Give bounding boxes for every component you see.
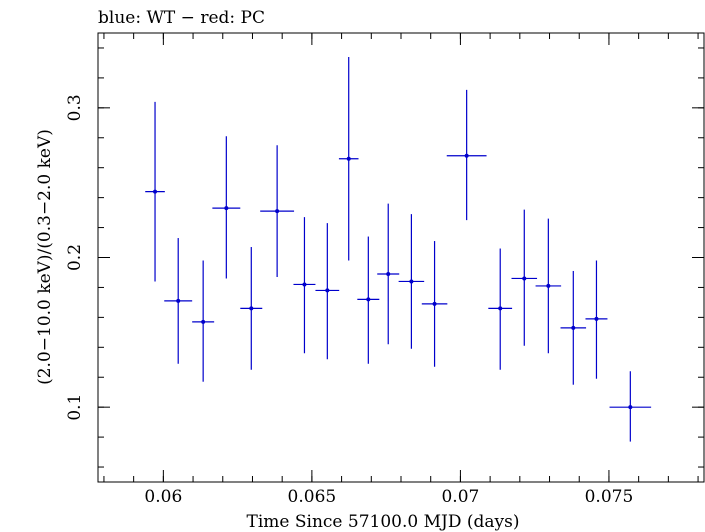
data-marker [522,276,527,281]
chart-title: blue: WT − red: PC [98,8,265,28]
data-point [421,241,448,367]
data-marker [366,297,371,302]
axis-ticks [98,33,704,482]
x-axis-label: Time Since 57100.0 MJD (days) [247,512,520,532]
data-points [145,56,652,442]
data-marker [628,405,633,410]
data-point [535,218,562,354]
x-tick-label: 0.06 [144,487,182,507]
data-marker [224,206,229,211]
data-point [192,260,215,382]
data-point [398,214,425,349]
data-point [488,248,513,370]
data-point [338,56,359,261]
x-tick-label: 0.075 [585,487,634,507]
data-marker [432,301,437,306]
data-marker [498,306,503,311]
data-point [357,236,380,364]
data-point [293,217,316,354]
data-point [377,203,400,345]
y-tick-label: 0.3 [65,94,85,121]
data-marker [176,298,181,303]
data-point [511,209,538,346]
data-marker [275,209,280,214]
data-point [560,270,587,385]
data-marker [386,271,391,276]
y-tick-label: 0.1 [65,394,85,421]
y-tick-label: 0.2 [65,244,85,271]
plot-frame [97,32,705,483]
data-marker [571,325,576,330]
data-point [585,260,608,379]
data-point [609,371,652,442]
data-point [446,89,487,221]
y-axis-label: (2.0−10.0 keV)/(0.3−2.0 keV) [35,129,55,385]
data-point [315,223,340,360]
data-marker [153,189,158,194]
axis-tick-labels: 0.06 0.065 0.07 0.075 0.1 0.2 0.3 [65,94,633,507]
data-marker [464,153,469,158]
data-marker [302,282,307,287]
data-point [240,247,263,370]
x-tick-label: 0.07 [441,487,479,507]
data-marker [325,288,330,293]
data-marker [409,279,414,284]
data-marker [546,283,551,288]
data-point [164,238,193,364]
x-tick-label: 0.065 [288,487,337,507]
data-marker [346,156,351,161]
data-point [260,145,295,277]
data-point [145,101,165,282]
data-point [212,136,241,279]
data-marker [594,316,599,321]
data-marker [249,306,254,311]
data-marker [201,319,206,324]
